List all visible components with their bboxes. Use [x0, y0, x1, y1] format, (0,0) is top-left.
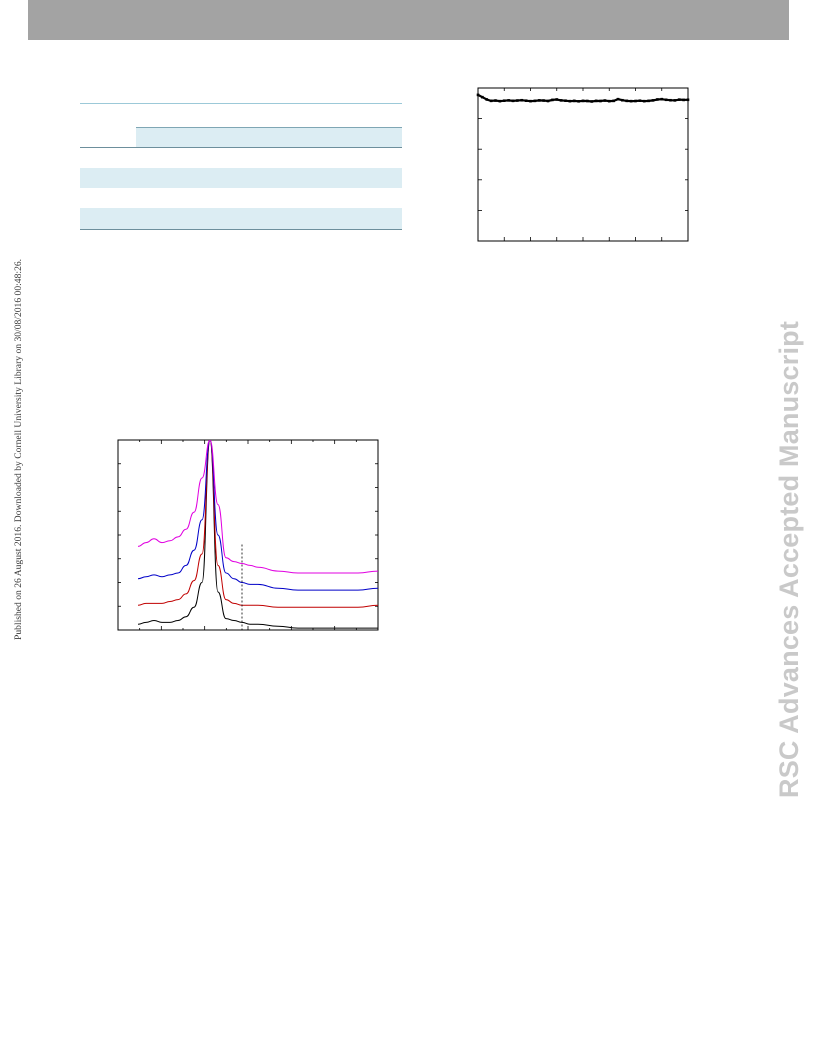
table-bottom-rule [80, 229, 402, 230]
series-line [137, 440, 378, 608]
data-point [559, 99, 563, 102]
data-point [629, 99, 633, 103]
data-point [638, 99, 642, 102]
data-point [529, 99, 532, 103]
data-point [586, 99, 589, 103]
table-subheader-band [136, 127, 402, 147]
data-point [476, 93, 480, 97]
data-point [537, 99, 541, 102]
stability-chart [476, 87, 690, 242]
series-line [137, 440, 378, 629]
table-subheader-rule [136, 127, 402, 128]
table-header-rule [80, 147, 402, 148]
data-point [498, 99, 502, 103]
spectra-chart [117, 439, 379, 631]
data-point [642, 99, 646, 103]
axis-ticks [117, 439, 379, 631]
data-point [489, 99, 493, 103]
data-point [564, 99, 567, 102]
data-table [80, 103, 402, 231]
plot-frame [117, 439, 379, 631]
data-point [533, 99, 537, 103]
data-point [520, 98, 524, 102]
data-point [651, 99, 655, 102]
data-point [647, 99, 650, 103]
data-point [551, 98, 554, 102]
data-point [634, 99, 637, 103]
data-point [494, 99, 497, 102]
accepted-manuscript-watermark: RSC Advances Accepted Manuscript [774, 320, 804, 798]
data-point [555, 98, 559, 101]
data-point [656, 98, 659, 101]
data-point [507, 99, 510, 102]
data-point [616, 97, 620, 101]
data-point [577, 100, 580, 103]
data-point [603, 99, 607, 102]
series-line [137, 440, 378, 591]
series-line [137, 440, 378, 574]
data-point [682, 98, 685, 102]
data-point [625, 99, 629, 103]
data-point [686, 98, 690, 102]
axis-ticks [477, 87, 689, 242]
table-row-band [80, 208, 402, 229]
data-point [524, 99, 528, 102]
data-point [677, 98, 681, 101]
data-point [673, 99, 677, 102]
series-group [137, 440, 378, 629]
data-point [485, 98, 489, 101]
data-point [511, 99, 515, 103]
data-point [621, 98, 624, 102]
publication-note: Published on 26 August 2016. Downloaded … [13, 258, 24, 640]
data-point [546, 99, 550, 103]
data-point [599, 99, 602, 103]
table-top-rule [80, 103, 402, 104]
series-group [476, 93, 690, 103]
data-point [594, 99, 598, 103]
data-point [660, 97, 664, 101]
table-row-band [80, 168, 402, 188]
data-point [502, 99, 506, 102]
plot-frame [477, 87, 689, 242]
data-point [568, 99, 572, 103]
data-point [612, 99, 615, 103]
journal-header-bar [28, 0, 789, 40]
data-point [481, 95, 484, 99]
data-point [542, 99, 545, 102]
data-point [664, 98, 668, 102]
data-point [607, 99, 611, 103]
data-point [572, 99, 576, 103]
data-point [581, 99, 585, 103]
data-point [516, 99, 519, 102]
data-point [590, 100, 594, 103]
data-point [669, 98, 672, 102]
